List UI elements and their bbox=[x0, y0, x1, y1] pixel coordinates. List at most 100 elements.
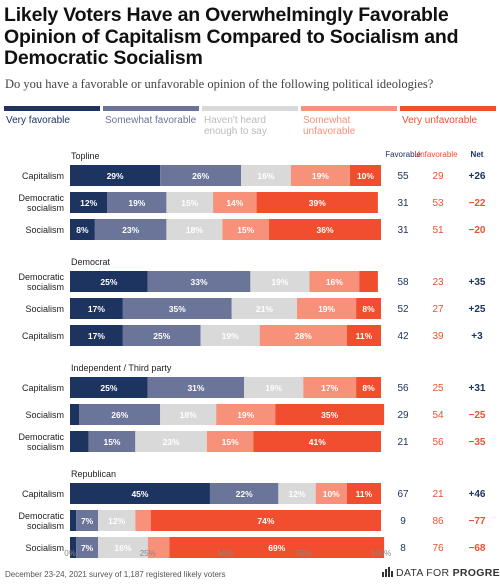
legend-swatch-somewhat-favorable bbox=[103, 106, 199, 111]
data-label-topline-capitalism-somewhat-unfavorable: 19% bbox=[312, 171, 329, 181]
bar-segment-democrat-capitalism-havent-heard bbox=[200, 325, 260, 346]
bar-segment-topline-democratic-socialism-somewhat-favorable bbox=[107, 192, 167, 213]
data-label-independent-third-party-socialism-very-unfavorable: 35% bbox=[321, 410, 338, 420]
data-label-topline-socialism-very-favorable: 8% bbox=[76, 225, 89, 235]
bar-segment-republican-democratic-socialism-very-unfavorable bbox=[150, 510, 381, 531]
legend-label-somewhat-unfavorable: Somewhat unfavorable bbox=[303, 115, 356, 137]
favorable-value-topline-socialism: 31 bbox=[397, 225, 409, 236]
bar-segment-independent-third-party-socialism-havent-heard bbox=[160, 404, 217, 425]
data-label-topline-democratic-socialism-somewhat-favorable: 19% bbox=[128, 198, 145, 208]
row-label-republican-socialism: Socialism bbox=[25, 543, 64, 553]
bar-segment-topline-socialism-very-favorable bbox=[70, 219, 95, 240]
data-label-topline-socialism-havent-heard: 18% bbox=[186, 225, 203, 235]
group-title-republican: Republican bbox=[71, 469, 116, 479]
data-label-independent-third-party-democratic-socialism-somewhat-favorable: 15% bbox=[103, 437, 120, 447]
bar-segment-topline-capitalism-very-favorable bbox=[70, 165, 161, 186]
bar-segment-independent-third-party-socialism-very-favorable bbox=[70, 404, 80, 425]
bar-segment-democrat-democratic-socialism-very-unfavorable bbox=[359, 271, 378, 292]
bar-segment-republican-socialism-somewhat-unfavorable bbox=[147, 537, 170, 558]
favorable-value-topline-democratic-socialism: 31 bbox=[397, 198, 409, 209]
bar-chart-icon bbox=[382, 567, 393, 577]
brand-logo: DATA FOR PROGRESS bbox=[382, 567, 500, 579]
row-label-democrat-democratic-socialism-line2: socialism bbox=[27, 282, 64, 292]
bar-segment-independent-third-party-capitalism-very-unfavorable bbox=[356, 377, 381, 398]
data-label-democrat-democratic-socialism-very-favorable: 25% bbox=[100, 277, 117, 287]
bar-segment-democrat-socialism-somewhat-favorable bbox=[122, 298, 232, 319]
net-value-republican-capitalism: +46 bbox=[469, 489, 486, 500]
unfavorable-value-topline-socialism: 51 bbox=[432, 225, 444, 236]
unfavorable-value-democrat-capitalism: 39 bbox=[432, 331, 444, 342]
data-label-democrat-socialism-somewhat-unfavorable: 19% bbox=[318, 304, 335, 314]
data-label-topline-socialism-very-unfavorable: 36% bbox=[317, 225, 334, 235]
favorable-value-topline-capitalism: 55 bbox=[397, 171, 409, 182]
net-value-independent-third-party-socialism: −25 bbox=[469, 410, 486, 421]
data-label-independent-third-party-capitalism-very-favorable: 25% bbox=[100, 383, 117, 393]
favorable-value-independent-third-party-capitalism: 56 bbox=[397, 383, 409, 394]
bar-segment-topline-socialism-havent-heard bbox=[166, 219, 223, 240]
legend-label-very-unfavorable: Very unfavorable bbox=[402, 115, 478, 126]
bar-segment-independent-third-party-capitalism-very-favorable bbox=[70, 377, 148, 398]
bar-segment-republican-socialism-havent-heard bbox=[97, 537, 148, 558]
favorable-value-republican-democratic-socialism: 9 bbox=[400, 516, 406, 527]
bar-segment-republican-democratic-socialism-very-favorable bbox=[70, 510, 77, 531]
bar-segment-republican-socialism-very-favorable bbox=[70, 537, 77, 558]
data-label-republican-democratic-socialism-somewhat-favorable: 7% bbox=[81, 516, 94, 526]
bar-segment-democrat-democratic-socialism-somewhat-favorable bbox=[147, 271, 251, 292]
column-header-favorable: Favorable bbox=[385, 150, 421, 159]
data-label-democrat-capitalism-havent-heard: 19% bbox=[222, 331, 239, 341]
brand-prefix: DATA FOR bbox=[396, 567, 450, 579]
bar-segment-independent-third-party-socialism-very-unfavorable bbox=[275, 404, 385, 425]
brand-name: PROGRESS bbox=[452, 567, 500, 579]
bar-segment-democrat-democratic-socialism-havent-heard bbox=[250, 271, 310, 292]
data-label-democrat-democratic-socialism-somewhat-unfavorable: 16% bbox=[326, 277, 343, 287]
group-title-independent-third-party: Independent / Third party bbox=[71, 363, 172, 373]
x-tick-75: 75% bbox=[295, 549, 311, 558]
row-label-democrat-capitalism: Capitalism bbox=[22, 331, 64, 341]
bar-segment-topline-capitalism-havent-heard bbox=[241, 165, 291, 186]
bar-segment-topline-socialism-somewhat-favorable bbox=[94, 219, 167, 240]
group-title-topline: Topline bbox=[71, 151, 100, 161]
column-header-unfavorable: Unfavorable bbox=[414, 150, 458, 159]
favorable-value-democrat-democratic-socialism: 58 bbox=[397, 277, 409, 288]
data-label-independent-third-party-democratic-socialism-somewhat-unfavorable: 15% bbox=[222, 437, 239, 447]
favorable-value-independent-third-party-socialism: 29 bbox=[397, 410, 409, 421]
data-label-independent-third-party-capitalism-very-unfavorable: 8% bbox=[362, 383, 375, 393]
bar-segment-topline-capitalism-very-unfavorable bbox=[349, 165, 381, 186]
data-label-republican-democratic-socialism-havent-heard: 12% bbox=[108, 516, 125, 526]
column-header-net: Net bbox=[471, 150, 484, 159]
unfavorable-value-republican-socialism: 76 bbox=[432, 543, 444, 554]
bar-segment-republican-democratic-socialism-somewhat-unfavorable bbox=[135, 510, 151, 531]
bar-segment-republican-socialism-very-unfavorable bbox=[169, 537, 385, 558]
group-title-democrat: Democrat bbox=[71, 257, 111, 267]
unfavorable-value-independent-third-party-democratic-socialism: 56 bbox=[432, 437, 444, 448]
legend-swatch-very-unfavorable bbox=[400, 106, 496, 111]
data-label-republican-socialism-havent-heard: 16% bbox=[114, 543, 131, 553]
x-tick-0: 0% bbox=[64, 549, 76, 558]
bar-segment-republican-democratic-socialism-havent-heard bbox=[97, 510, 136, 531]
bar-segment-democrat-socialism-havent-heard bbox=[231, 298, 298, 319]
legend-label-havent-heard: Haven't heard enough to say bbox=[204, 115, 267, 137]
unfavorable-value-republican-democratic-socialism: 86 bbox=[432, 516, 444, 527]
net-value-topline-socialism: −20 bbox=[469, 225, 486, 236]
data-label-democrat-socialism-somewhat-favorable: 35% bbox=[169, 304, 186, 314]
net-value-republican-democratic-socialism: −77 bbox=[469, 516, 486, 527]
data-label-independent-third-party-socialism-somewhat-favorable: 26% bbox=[111, 410, 128, 420]
chart-subtitle: Do you have a favorable or unfavorable o… bbox=[5, 77, 434, 91]
bar-segment-topline-democratic-socialism-very-unfavorable bbox=[256, 192, 378, 213]
unfavorable-value-topline-democratic-socialism: 53 bbox=[432, 198, 444, 209]
data-label-republican-democratic-socialism-very-unfavorable: 74% bbox=[257, 516, 274, 526]
unfavorable-value-republican-capitalism: 21 bbox=[432, 489, 444, 500]
favorable-value-democrat-capitalism: 42 bbox=[397, 331, 409, 342]
bar-segment-republican-capitalism-somewhat-favorable bbox=[209, 483, 279, 504]
legend-label-somewhat-favorable: Somewhat favorable bbox=[105, 115, 197, 126]
data-label-topline-democratic-socialism-very-unfavorable: 39% bbox=[309, 198, 326, 208]
data-label-republican-capitalism-havent-heard: 12% bbox=[289, 489, 306, 499]
row-label-topline-democratic-socialism-line1: Democratic bbox=[18, 193, 64, 203]
data-label-independent-third-party-socialism-havent-heard: 18% bbox=[180, 410, 197, 420]
bar-segment-republican-democratic-socialism-somewhat-favorable bbox=[76, 510, 98, 531]
data-label-democrat-democratic-socialism-somewhat-favorable: 33% bbox=[191, 277, 208, 287]
bar-segment-independent-third-party-capitalism-havent-heard bbox=[244, 377, 304, 398]
bar-segment-democrat-democratic-socialism-somewhat-unfavorable bbox=[309, 271, 360, 292]
row-label-topline-capitalism: Capitalism bbox=[22, 171, 64, 181]
unfavorable-value-topline-capitalism: 29 bbox=[432, 171, 444, 182]
